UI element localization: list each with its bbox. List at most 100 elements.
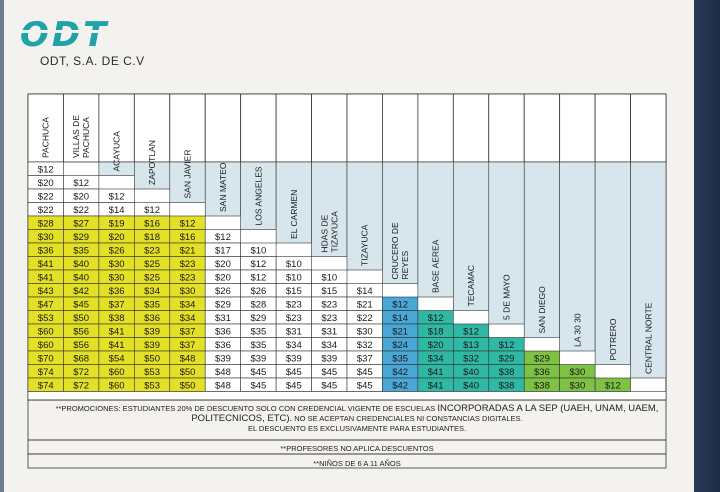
fare-value: $31 — [215, 313, 231, 324]
fare-value: $28 — [250, 299, 266, 310]
fare-value: $48 — [215, 380, 231, 391]
fare-value: $10 — [250, 245, 266, 256]
fare-value: $50 — [73, 313, 89, 324]
stop-name: TIZAYUCA — [360, 224, 370, 266]
fare-value: $70 — [38, 353, 54, 364]
fare-value: $40 — [73, 272, 89, 283]
table-bottom-gap — [27, 391, 667, 401]
fare-value: $30 — [569, 380, 585, 391]
empty-column-area — [453, 161, 490, 311]
fare-value: $34 — [180, 299, 196, 310]
stop-name: EL CARMEN — [289, 190, 299, 239]
fare-value: $40 — [463, 367, 479, 378]
fare-value: $34 — [428, 353, 444, 364]
fare-value: $23 — [180, 259, 196, 270]
company-name: ODT, S.A. DE C.V — [40, 54, 145, 68]
fare-value: $41 — [428, 380, 444, 391]
fare-value: $10 — [286, 259, 302, 270]
fare-value: $12 — [144, 205, 160, 216]
children-box — [27, 453, 667, 469]
fare-value: $45 — [73, 299, 89, 310]
header-cell — [98, 93, 135, 163]
fare-value: $48 — [215, 367, 231, 378]
fare-value: $16 — [144, 218, 160, 229]
header-cell — [27, 93, 64, 163]
fare-value: $29 — [499, 353, 515, 364]
fare-value: $38 — [499, 367, 515, 378]
stop-name: BASE AEREA — [431, 239, 441, 293]
fare-value: $23 — [321, 313, 337, 324]
fare-value: $14 — [109, 205, 125, 216]
empty-column-area — [488, 161, 525, 325]
fare-value: $35 — [250, 340, 266, 351]
fare-value: $35 — [73, 245, 89, 256]
fare-value: $60 — [109, 367, 125, 378]
fare-value: $22 — [357, 313, 373, 324]
fare-value: $53 — [38, 313, 54, 324]
header-cell — [382, 93, 419, 163]
stop-name: CENTRAL NORTE — [643, 302, 653, 374]
fare-value: $12 — [428, 313, 444, 324]
fare-value: $12 — [250, 272, 266, 283]
fare-value: $29 — [534, 353, 550, 364]
fare-value: $45 — [357, 380, 373, 391]
fare-value: $39 — [215, 353, 231, 364]
fare-value: $36 — [534, 367, 550, 378]
fare-value: $54 — [109, 353, 125, 364]
fare-value: $45 — [286, 380, 302, 391]
fare-value: $50 — [144, 353, 160, 364]
fare-value: $39 — [250, 353, 266, 364]
fare-value: $30 — [109, 272, 125, 283]
promo-exclusive: EL DESCUENTO ES EXCLUSIVAMENTE PARA ESTU… — [247, 424, 467, 433]
fare-value: $31 — [321, 326, 337, 337]
background-edge — [694, 0, 720, 492]
fare-value: $40 — [463, 380, 479, 391]
fare-value: $42 — [392, 380, 408, 391]
header-cell — [169, 93, 206, 163]
empty-column-area — [559, 161, 596, 352]
stop-name: SAN MATEO — [218, 162, 228, 212]
fare-value: $16 — [180, 232, 196, 243]
fare-value: $23 — [286, 299, 302, 310]
header-cell — [133, 93, 171, 163]
stop-name: TIZAYUCA — [329, 211, 339, 253]
stop-name: HDAS DE — [319, 214, 329, 252]
fare-value: $12 — [250, 259, 266, 270]
fare-value: $30 — [180, 286, 196, 297]
promo-lead: **PROMOCIONES: ESTUDIANTES 20% DE DESCUE… — [55, 404, 436, 413]
fare-value: $45 — [321, 380, 337, 391]
fare-value: $48 — [180, 353, 196, 364]
fare-value: $12 — [392, 299, 408, 310]
fare-value: $36 — [144, 313, 160, 324]
fare-value: $45 — [321, 367, 337, 378]
fare-value: $34 — [321, 340, 337, 351]
empty-column-area — [204, 161, 241, 217]
fare-value: $20 — [73, 191, 89, 202]
promo-highlight: INCORPORADAS A LA SEP (UAEH, UNAM, UAEM,… — [191, 403, 659, 424]
fare-value: $40 — [73, 259, 89, 270]
fare-value: $35 — [250, 326, 266, 337]
fare-value: $41 — [109, 326, 125, 337]
fare-value: $30 — [357, 326, 373, 337]
fare-value: $23 — [321, 299, 337, 310]
fare-value: $17 — [215, 245, 231, 256]
fare-value: $42 — [392, 367, 408, 378]
empty-column-area — [417, 161, 454, 298]
promo-digital: NO SE ACEPTAN CREDENCIALES NI CONSTANCIA… — [294, 414, 523, 423]
empty-column-area — [346, 161, 383, 271]
fare-value: $10 — [286, 272, 302, 283]
fare-value: $12 — [180, 218, 196, 229]
fare-value: $53 — [144, 367, 160, 378]
header-cell — [488, 93, 525, 163]
fare-value: $12 — [463, 326, 479, 337]
children-note: **NIÑOS DE 6 A 11 AÑOS — [313, 459, 401, 468]
fare-value: $29 — [73, 232, 89, 243]
empty-column-area — [382, 161, 419, 284]
header-cell — [417, 93, 454, 163]
fare-value: $41 — [428, 367, 444, 378]
stop-name: REYES — [400, 250, 410, 279]
fare-value: $18 — [144, 232, 160, 243]
fare-value: $34 — [286, 340, 302, 351]
fare-value: $32 — [357, 340, 373, 351]
fare-value: $60 — [38, 340, 54, 351]
